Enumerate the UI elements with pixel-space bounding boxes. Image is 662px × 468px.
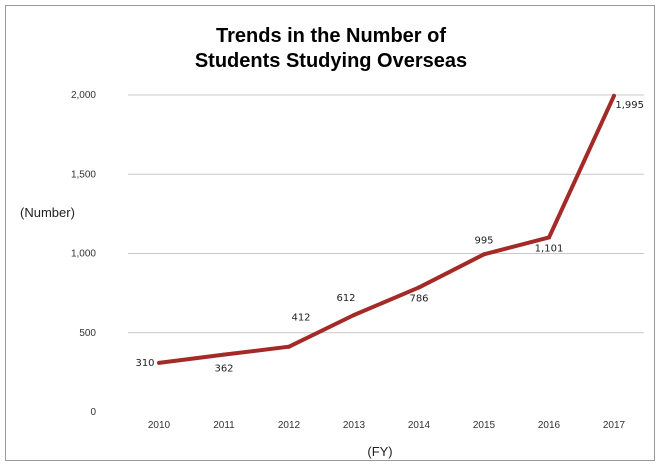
- y-tick-label: 0: [90, 407, 96, 418]
- chart-title-line-2: Students Studying Overseas: [194, 50, 468, 72]
- x-tick-label: 2016: [538, 420, 561, 431]
- data-label-2010: 310: [135, 358, 154, 369]
- y-tick-label: 1,000: [71, 249, 96, 260]
- y-axis-label: (Number): [20, 205, 75, 220]
- data-point-2010: [157, 360, 161, 365]
- data-point-2011: [222, 352, 226, 357]
- data-point-2012: [287, 344, 291, 349]
- data-label-2016: 1,101: [535, 243, 564, 254]
- data-label-2013: 612: [336, 293, 355, 304]
- chart-title-line-1: Trends in the Number of: [215, 25, 447, 47]
- series-line: [158, 94, 616, 365]
- data-point-2014: [417, 285, 421, 290]
- data-label-2011: 362: [214, 364, 233, 375]
- x-tick-label: 2010: [148, 420, 171, 431]
- x-tick-label: 2012: [278, 420, 301, 431]
- data-point-2015: [482, 252, 486, 257]
- x-tick-label: 2013: [343, 420, 366, 431]
- x-tick-label: 2011: [213, 420, 235, 431]
- data-label-2017: 1,995: [615, 100, 644, 111]
- x-axis-label: (FY): [367, 444, 393, 459]
- data-labels: 310 362 412 612 786 995 1,101 1,995: [135, 100, 644, 375]
- data-point-2017: [612, 93, 616, 98]
- x-tick-label: 2017: [603, 420, 626, 431]
- data-point-2016: [547, 235, 551, 240]
- chart-frame: [5, 5, 655, 461]
- data-point-2013: [352, 312, 356, 317]
- data-label-2014: 786: [409, 293, 428, 304]
- gridlines: [128, 94, 644, 334]
- y-axis-ticks: 0 500 1,000 1,500 2,000: [71, 90, 96, 418]
- y-tick-label: 2,000: [71, 90, 96, 101]
- data-label-2015: 995: [474, 235, 493, 246]
- x-tick-label: 2015: [473, 420, 496, 431]
- chart-title: Trends in the Number of Students Studyin…: [0, 24, 662, 74]
- series-line-group: [157, 93, 616, 365]
- x-axis-ticks: 2010 2011 2012 2013 2014 2015 2016 2017: [148, 420, 626, 431]
- y-tick-label: 1,500: [71, 169, 96, 180]
- data-label-2012: 412: [291, 313, 310, 324]
- y-tick-label: 500: [79, 328, 96, 339]
- x-tick-label: 2014: [408, 420, 431, 431]
